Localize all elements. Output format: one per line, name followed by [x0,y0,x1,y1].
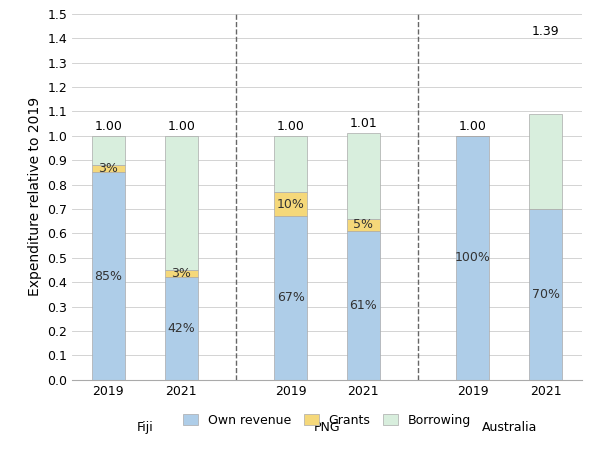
Text: 1.00: 1.00 [167,120,195,133]
Text: Australia: Australia [481,421,537,434]
Text: 1.01: 1.01 [350,118,377,131]
Text: 3%: 3% [172,267,191,280]
Text: 85%: 85% [94,269,122,282]
Bar [92,172,125,380]
Bar [274,136,307,192]
Bar [165,270,197,277]
Text: 1.39: 1.39 [532,25,559,38]
Text: 61%: 61% [350,299,377,312]
Text: 10%: 10% [277,198,305,211]
Text: 1.00: 1.00 [277,120,305,133]
Bar [457,136,489,380]
Bar [347,219,380,231]
Bar [529,209,562,380]
Text: 1.00: 1.00 [459,120,487,133]
Text: 1.00: 1.00 [94,120,122,133]
Y-axis label: Expenditure relative to 2019: Expenditure relative to 2019 [28,97,41,296]
Text: 70%: 70% [532,288,560,301]
Text: 3%: 3% [98,162,118,175]
Bar [274,192,307,216]
Bar [347,133,380,219]
Text: 100%: 100% [455,251,491,264]
Bar [92,136,125,165]
Bar [347,231,380,380]
Text: PNG: PNG [314,421,340,434]
Text: 42%: 42% [167,322,195,335]
Bar [529,114,562,209]
Text: 5%: 5% [353,219,373,232]
Bar [92,165,125,172]
Bar [274,216,307,380]
Text: 67%: 67% [277,292,305,305]
Bar [165,136,197,270]
Text: Fiji: Fiji [136,421,153,434]
Bar [165,277,197,380]
Legend: Own revenue, Grants, Borrowing: Own revenue, Grants, Borrowing [178,409,476,432]
